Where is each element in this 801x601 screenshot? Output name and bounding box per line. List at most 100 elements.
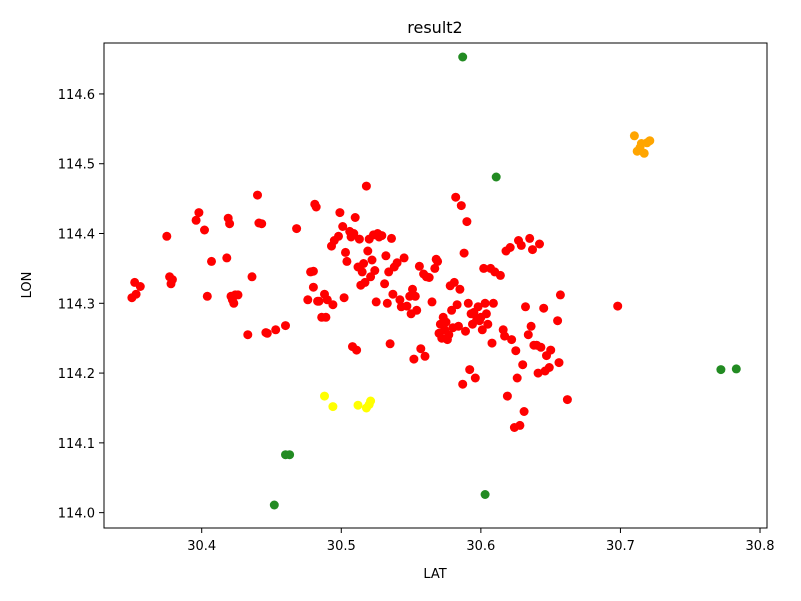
scatter-point <box>613 301 623 311</box>
scatter-point <box>399 253 409 263</box>
scatter-point <box>449 277 459 287</box>
scatter-point <box>629 131 639 141</box>
scatter-point <box>562 395 572 405</box>
scatter-point <box>479 263 489 273</box>
scatter-point <box>433 256 443 266</box>
y-tick-label: 114.6 <box>58 88 95 103</box>
scatter-point <box>480 490 490 499</box>
scatter-point <box>338 222 348 231</box>
scatter-point <box>381 251 391 261</box>
scatter-point <box>402 301 412 311</box>
scatter-point <box>463 298 473 308</box>
scatter-point <box>546 345 556 355</box>
scatter-point <box>341 247 350 257</box>
scatter-point <box>554 358 564 368</box>
scatter-point <box>354 234 364 244</box>
y-tick-label: 114.2 <box>58 367 95 382</box>
scatter-point <box>512 373 522 383</box>
scatter-point <box>535 239 544 249</box>
scatter-point <box>200 225 209 235</box>
scatter-point <box>281 321 290 331</box>
scatter-point <box>516 240 526 250</box>
scatter-point <box>515 420 525 430</box>
scatter-point <box>360 277 370 287</box>
scatter-point <box>377 231 387 241</box>
scatter-point <box>461 326 470 336</box>
x-axis-label: LAT <box>423 567 446 582</box>
scatter-point <box>262 328 272 338</box>
scatter-point <box>473 302 483 312</box>
scatter-point <box>308 282 318 292</box>
scatter-point <box>505 243 515 252</box>
x-tick-label: 30.7 <box>606 539 635 554</box>
scatter-point <box>555 290 565 300</box>
scatter-point <box>349 229 359 238</box>
scatter-point <box>380 279 390 289</box>
y-axis-ticks: 114.0 114.1 114.2 114.3 114.4 114.5 114.6 <box>58 88 104 522</box>
x-tick-label: 30.4 <box>187 539 216 554</box>
scatter-point <box>519 407 529 416</box>
scatter-point <box>191 215 201 225</box>
scatter-point <box>357 267 367 277</box>
chart-title: result2 <box>407 18 462 37</box>
scatter-point <box>320 391 329 401</box>
scatter-point <box>335 208 345 218</box>
scatter-point <box>225 219 235 229</box>
scatter-point <box>410 291 420 301</box>
scatter-point <box>455 284 465 294</box>
scatter-point <box>412 305 422 315</box>
scatter-point <box>420 351 430 361</box>
scatter-point <box>385 339 395 349</box>
x-axis-ticks: 30.4 30.5 30.6 30.7 30.8 <box>187 528 774 554</box>
scatter-point <box>292 224 302 234</box>
scatter-point <box>392 258 402 268</box>
scatter-point <box>339 293 349 303</box>
scatter-point <box>361 181 371 191</box>
scatter-point <box>459 248 469 258</box>
scatter-point <box>424 273 434 282</box>
scatter-point <box>328 402 338 412</box>
scatter-point <box>233 290 243 300</box>
scatter-point <box>285 450 295 460</box>
scatter-point <box>311 202 321 212</box>
scatter-point <box>451 192 461 202</box>
y-tick-label: 114.5 <box>58 158 95 173</box>
scatter-point <box>371 297 381 307</box>
scatter-point <box>495 270 505 280</box>
scatter-point <box>359 259 369 268</box>
scatter-point <box>518 360 528 370</box>
scatter-point <box>342 256 352 266</box>
scatter-point <box>454 321 463 331</box>
scatter-point <box>553 316 563 326</box>
x-tick-label: 30.6 <box>466 539 495 554</box>
scatter-point <box>271 325 281 335</box>
x-tick-label: 30.8 <box>746 539 775 554</box>
scatter-point <box>408 284 417 294</box>
scatter-point <box>458 52 468 62</box>
scatter-point <box>416 344 426 354</box>
x-tick-label: 30.5 <box>327 539 356 554</box>
scatter-point <box>321 312 331 322</box>
scatter-point <box>387 233 396 243</box>
scatter-point <box>523 330 533 340</box>
scatter-point <box>452 300 462 310</box>
scatter-point <box>243 330 253 340</box>
scatter-point <box>395 295 405 305</box>
scatter-point <box>366 396 376 406</box>
scatter-point <box>303 295 313 305</box>
scatter-point <box>444 330 454 340</box>
scatter-point <box>481 309 491 319</box>
scatter-point <box>480 298 490 308</box>
scatter-point <box>500 331 510 341</box>
scatter-point <box>470 373 480 383</box>
scatter-point <box>328 300 338 310</box>
scatter-point <box>507 335 517 345</box>
scatter-point <box>528 245 537 255</box>
scatter-point <box>462 217 472 227</box>
scatter-point <box>352 345 362 355</box>
scatter-point <box>135 282 145 291</box>
scatter-point <box>222 253 232 263</box>
scatter-point <box>414 261 424 271</box>
scatter-point <box>388 289 398 299</box>
